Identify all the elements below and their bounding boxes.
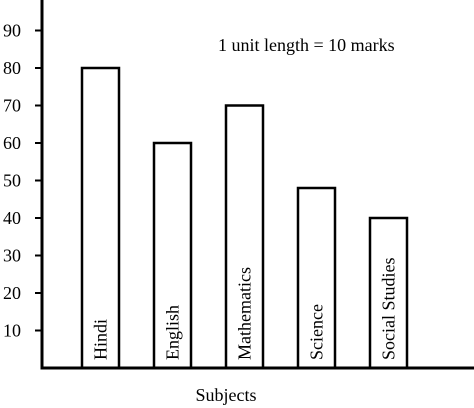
y-tick-label-30: 30 <box>3 246 21 266</box>
bar-hindi <box>80 66 121 370</box>
x-axis-label: Subjects <box>196 385 257 405</box>
bar-label-science: Science <box>307 304 327 360</box>
y-tick-label-80: 80 <box>3 58 21 78</box>
bar-label-english: English <box>163 305 183 360</box>
y-tick-label-70: 70 <box>3 96 21 116</box>
scale-annotation: 1 unit length = 10 marks <box>218 35 395 55</box>
y-tick-label-10: 10 <box>3 321 21 341</box>
bar-label-social-studies: Social Studies <box>379 258 399 361</box>
y-tick-label-60: 60 <box>3 133 21 153</box>
y-tick-label-90: 90 <box>3 21 21 41</box>
bar-label-mathematics: Mathematics <box>235 267 255 360</box>
bar-label-hindi: Hindi <box>91 319 111 360</box>
y-tick-label-50: 50 <box>3 171 21 191</box>
bar-labels: Hindi English Mathematics Science Social Stu… <box>91 258 399 361</box>
y-tick-label-40: 40 <box>3 208 21 228</box>
bars <box>80 66 409 370</box>
y-axis-ticks: 10 20 30 40 50 60 70 80 90 <box>3 21 42 341</box>
y-tick-label-20: 20 <box>3 283 21 303</box>
